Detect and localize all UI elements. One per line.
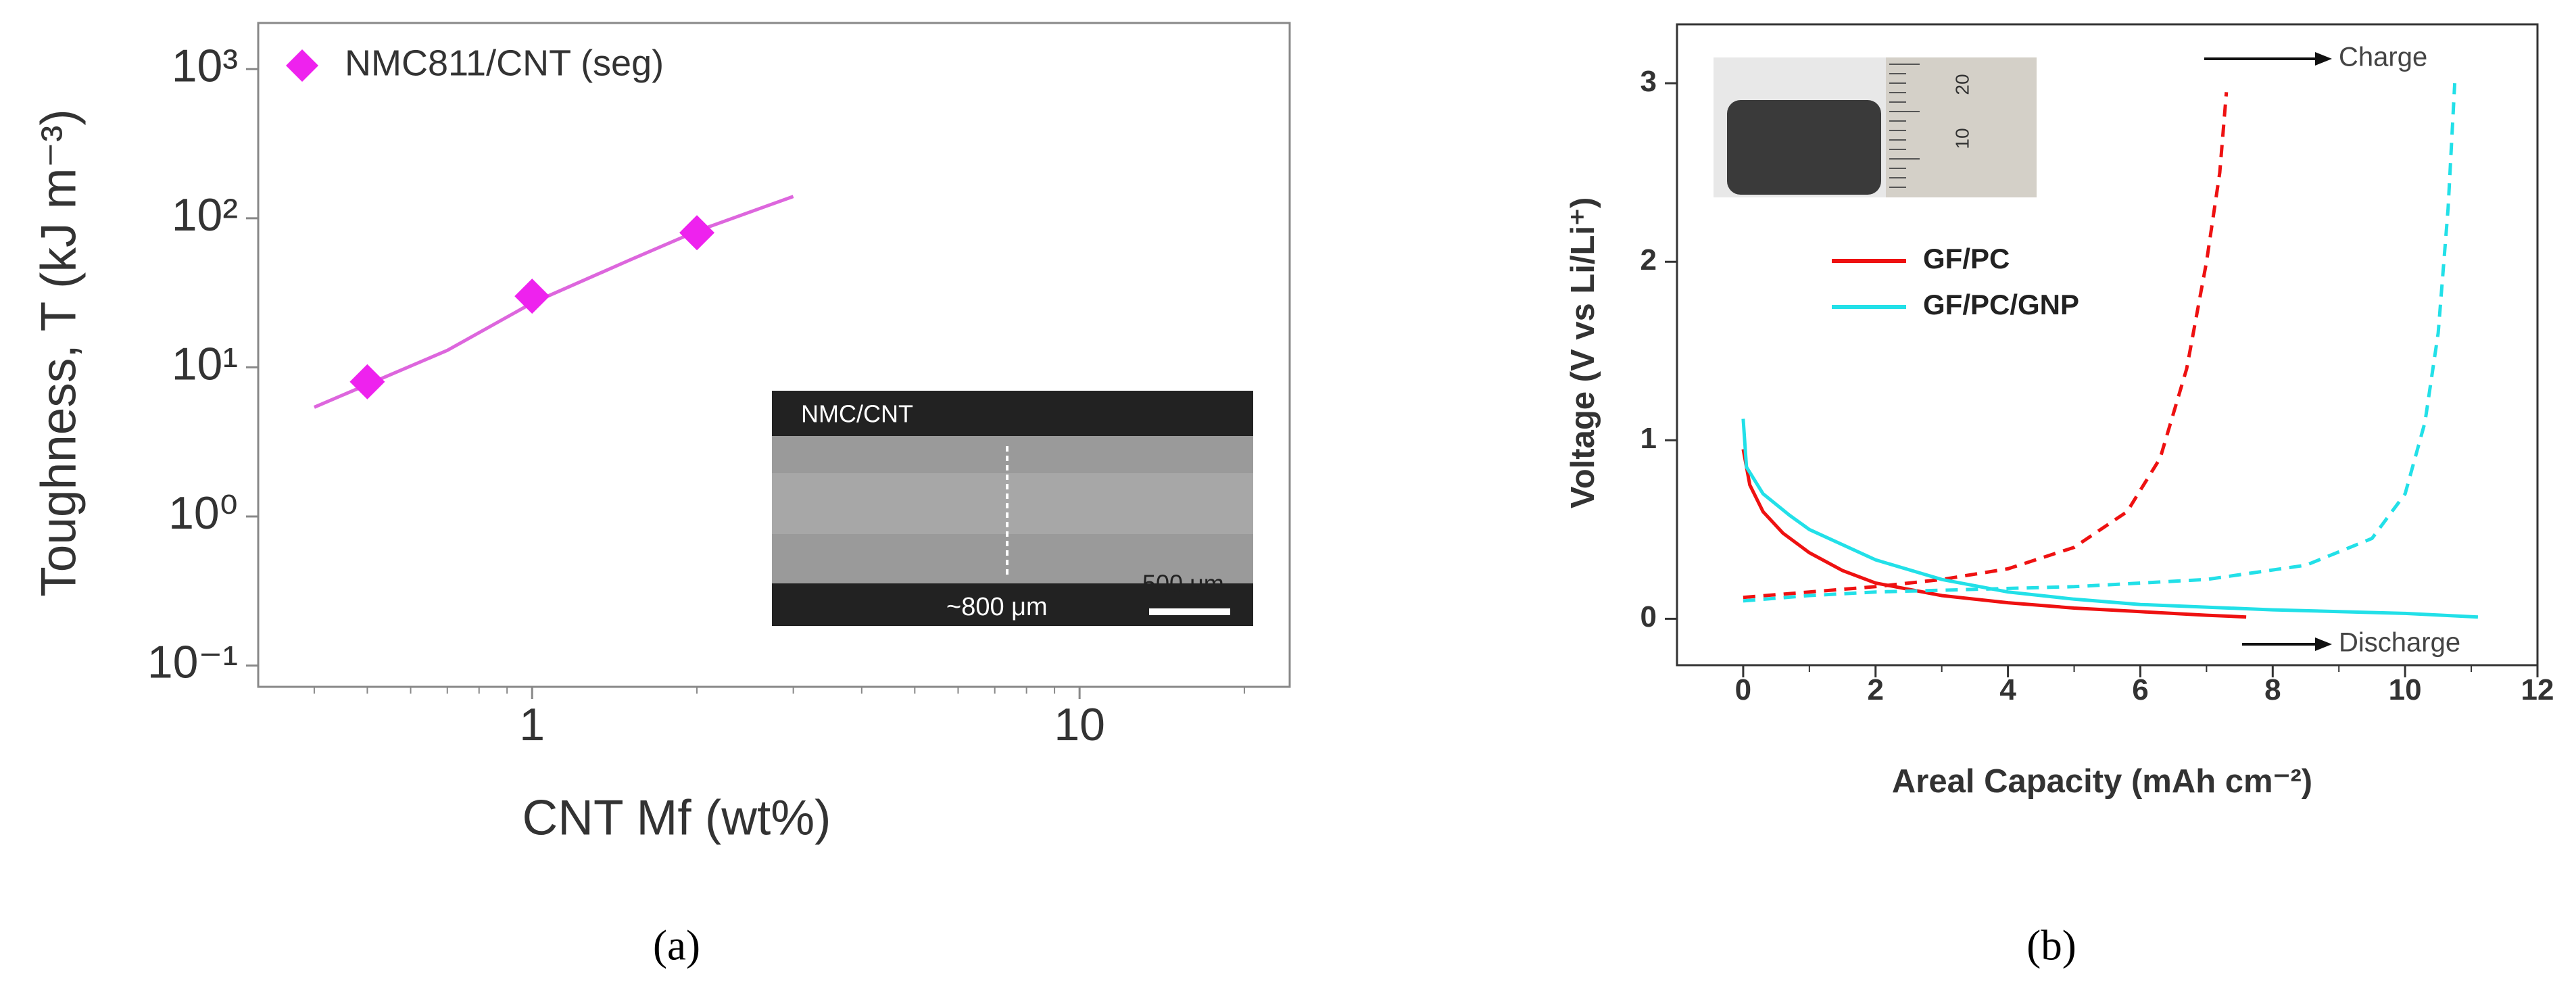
fit-line xyxy=(313,195,794,409)
y-tick-label: 3 xyxy=(1641,65,1657,98)
ruler-label: 20 xyxy=(1951,74,1972,95)
x-tick-label: 12 xyxy=(2521,673,2554,706)
y-tick-label: 0 xyxy=(1641,600,1657,633)
ruler-label: 10 xyxy=(1951,128,1972,149)
y-axis-label: Toughness, T (kJ m⁻³) xyxy=(31,109,86,596)
inset-label: NMC/CNT xyxy=(801,400,913,428)
charge-curve xyxy=(1743,82,2457,603)
caption: (a) xyxy=(653,921,700,969)
y-axis-label: Voltage (V vs Li/Li⁺) xyxy=(1565,197,1601,509)
x-axis-label: CNT Mf (wt%) xyxy=(523,790,831,845)
y-tick-label: 2 xyxy=(1641,243,1657,276)
x-tick-label: 10 xyxy=(2389,673,2422,706)
legend-label: NMC811/CNT (seg) xyxy=(345,43,664,83)
micrograph-inset xyxy=(772,391,1253,626)
y-tick-label: 1 xyxy=(1641,422,1657,455)
legend-label: GF/PC xyxy=(1923,243,2010,274)
arrow-head xyxy=(2315,52,2332,66)
ruler-photo xyxy=(1886,57,2037,197)
x-tick-label: 4 xyxy=(1999,673,2016,706)
x-tick-label: 6 xyxy=(2132,673,2148,706)
legend-label: GF/PC/GNP xyxy=(1923,289,2079,320)
caption: (b) xyxy=(2026,921,2076,969)
plot-frame xyxy=(257,22,1291,688)
discharge-curve xyxy=(1741,449,2247,619)
legend-marker xyxy=(286,49,318,82)
y-tick-label: 10² xyxy=(172,189,238,241)
data-point xyxy=(349,364,385,400)
y-tick-label: 10¹ xyxy=(172,338,238,389)
electrode-photo xyxy=(1727,100,1881,195)
x-tick-label: 1 xyxy=(519,699,545,750)
inset-label: 500 μm xyxy=(1142,570,1224,598)
x-tick-label: 2 xyxy=(1868,673,1884,706)
photo-inset xyxy=(1714,57,2037,197)
inset-texture xyxy=(772,473,1253,534)
annotation: Charge xyxy=(2339,43,2427,72)
y-tick-label: 10³ xyxy=(172,40,238,91)
y-tick-label: 10⁻¹ xyxy=(147,637,238,688)
inset-label: ~800 μm xyxy=(946,593,1048,621)
data-point xyxy=(679,215,715,251)
x-tick-label: 10 xyxy=(1054,699,1105,750)
y-tick-label: 10⁰ xyxy=(168,487,238,539)
arrow-head xyxy=(2315,637,2332,651)
annotation: Discharge xyxy=(2339,628,2460,658)
charge-curve xyxy=(1743,92,2229,600)
discharge-curve xyxy=(1741,418,2479,619)
x-tick-label: 0 xyxy=(1735,673,1751,706)
x-tick-label: 8 xyxy=(2264,673,2281,706)
plot-frame xyxy=(1676,23,2539,667)
data-point xyxy=(514,279,550,314)
x-axis-label: Areal Capacity (mAh cm⁻²) xyxy=(1892,763,2312,800)
